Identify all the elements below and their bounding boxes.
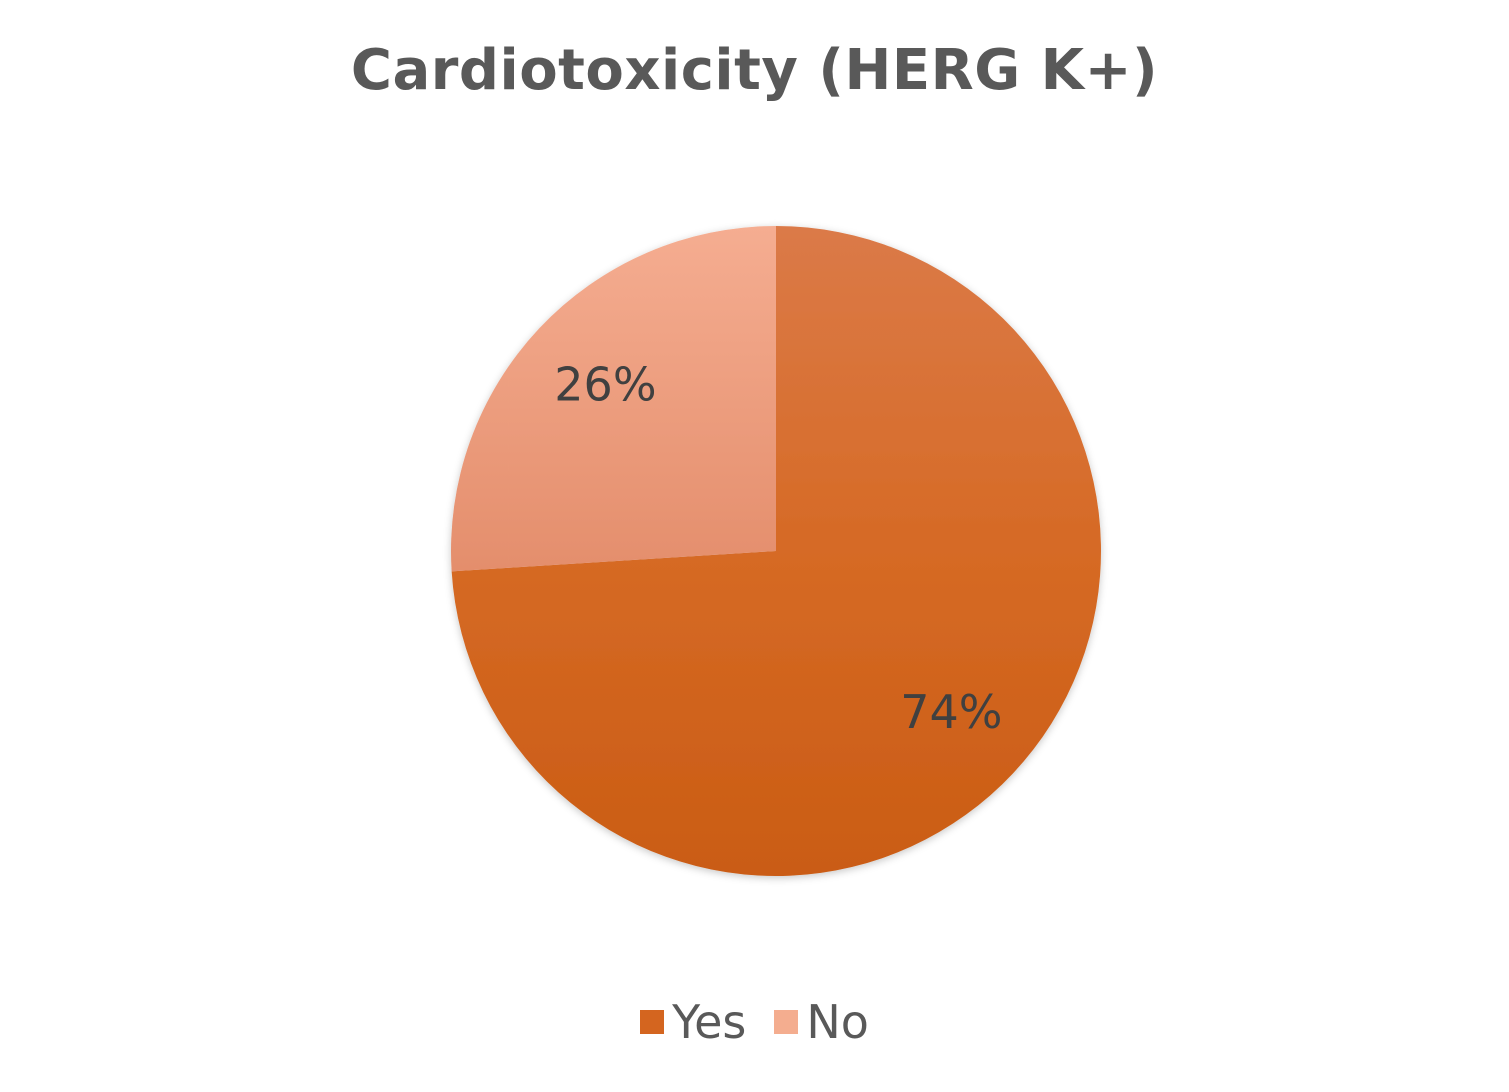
legend-swatch-yes <box>640 1010 665 1034</box>
data-label-no: 26% <box>554 357 656 411</box>
legend-label-no: No <box>806 995 869 1049</box>
legend-label-yes: Yes <box>672 995 747 1049</box>
chart-title: Cardiotoxicity (HERG K+) <box>350 38 1159 103</box>
legend-item-yes: Yes <box>640 992 746 1052</box>
legend-item-no: No <box>774 992 869 1052</box>
legend: Yes No <box>0 992 1509 1052</box>
pie-slice-yes <box>451 226 1101 877</box>
data-label-yes: 74% <box>900 685 1002 739</box>
pie-slice-no <box>451 226 776 572</box>
legend-swatch-no <box>774 1010 799 1034</box>
